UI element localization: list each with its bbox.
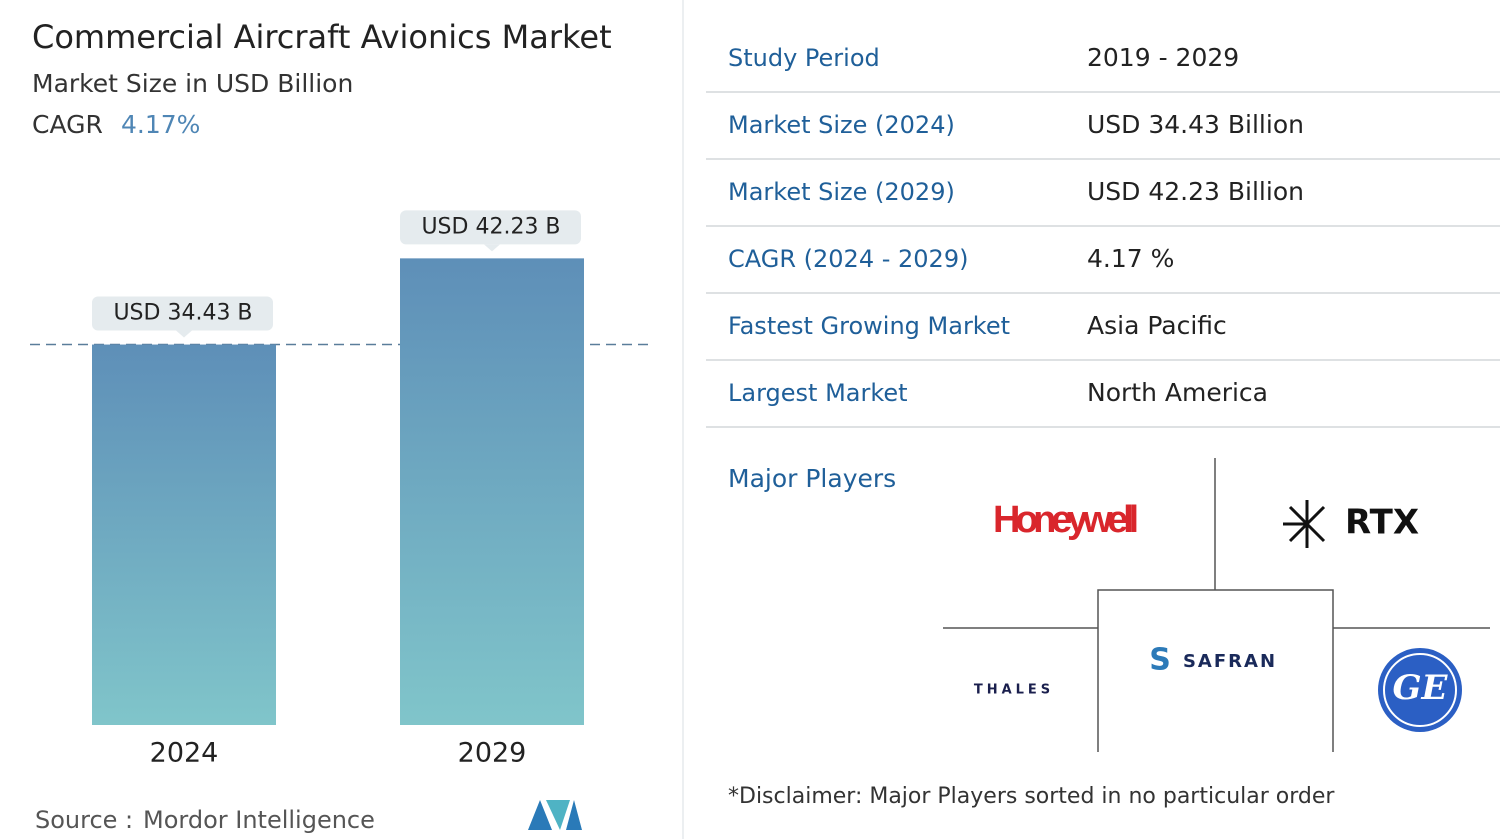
rtx-icon bbox=[1283, 500, 1326, 548]
players-grid bbox=[943, 458, 1490, 752]
source-label: Source : bbox=[35, 806, 133, 834]
table-value: USD 42.23 Billion bbox=[1087, 177, 1304, 206]
chart-subtitle: Market Size in USD Billion bbox=[32, 69, 353, 98]
cagr-label: CAGR bbox=[32, 110, 103, 139]
table-label: Market Size (2029) bbox=[728, 178, 955, 206]
player-logo: GE bbox=[1393, 668, 1449, 708]
ge-circle bbox=[1378, 648, 1462, 732]
table-label: Largest Market bbox=[728, 379, 908, 407]
table-label: Market Size (2024) bbox=[728, 111, 955, 139]
ge-ring bbox=[1383, 653, 1457, 727]
player-logo: Honeywell bbox=[993, 499, 1139, 541]
table-label: CAGR (2024 - 2029) bbox=[728, 245, 968, 273]
player-logo: THALES bbox=[974, 683, 1054, 698]
source-logo bbox=[528, 800, 582, 830]
table-value: Asia Pacific bbox=[1087, 311, 1227, 340]
bar bbox=[92, 344, 276, 725]
table-value: 2019 - 2029 bbox=[1087, 43, 1239, 72]
table-label: Study Period bbox=[728, 44, 880, 72]
x-tick-label: 2024 bbox=[150, 738, 219, 769]
chart-title: Commercial Aircraft Avionics Market bbox=[32, 18, 612, 56]
safran-icon: S bbox=[1149, 643, 1171, 678]
table-value: North America bbox=[1087, 378, 1268, 407]
value-label-pointer bbox=[176, 330, 192, 338]
disclaimer: *Disclaimer: Major Players sorted in no … bbox=[728, 784, 1335, 809]
x-tick-label: 2029 bbox=[458, 738, 527, 769]
bar bbox=[400, 258, 584, 725]
value-label-box bbox=[92, 296, 273, 331]
table-value: USD 34.43 Billion bbox=[1087, 110, 1304, 139]
table-value: 4.17 % bbox=[1087, 244, 1174, 273]
value-label: USD 42.23 B bbox=[421, 214, 560, 239]
players-title: Major Players bbox=[728, 464, 896, 493]
value-label-box bbox=[400, 210, 581, 245]
player-logo: SAFRAN bbox=[1183, 651, 1277, 672]
value-label: USD 34.43 B bbox=[113, 301, 252, 326]
player-logo: RTX bbox=[1345, 503, 1419, 543]
cagr-value: 4.17% bbox=[121, 110, 200, 139]
source: Mordor Intelligence bbox=[143, 806, 375, 834]
value-label-pointer bbox=[484, 244, 500, 252]
table-label: Fastest Growing Market bbox=[728, 312, 1010, 340]
